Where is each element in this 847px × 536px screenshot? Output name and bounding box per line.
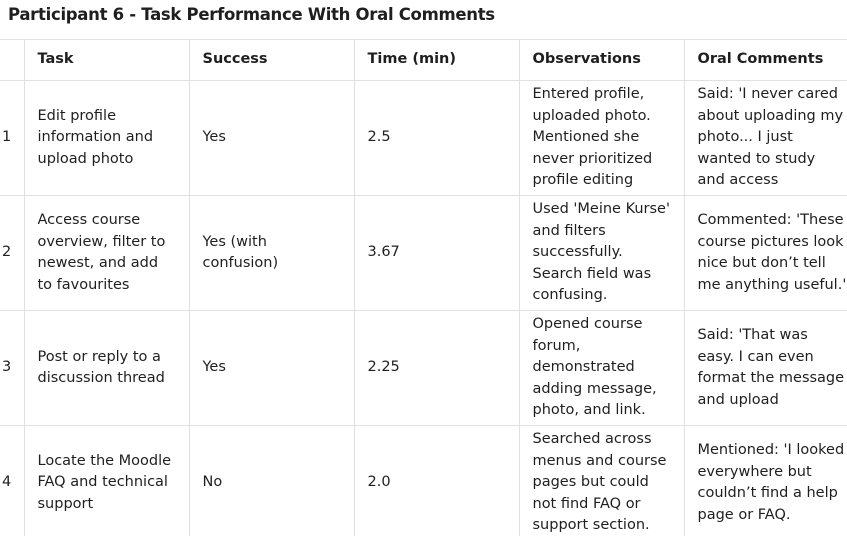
oral-comments-text: Said: 'That was easy. I can even format … [697,327,845,408]
header-index [0,39,25,81]
observations-text: Searched across menus and course pages b… [532,431,667,534]
observations-text: Entered profile, uploaded photo. Mention… [532,86,653,189]
oral-comments-text: Mentioned: 'I looked everywhere but coul… [697,442,845,523]
task-cell: Post or reply to a discussion thread [23,310,190,426]
success-cell: No [188,425,355,536]
header-task: Task [23,39,190,81]
observations-text: Opened course forum, demonstrated adding… [532,316,657,419]
success-cell: Yes [188,310,355,426]
task-text: Edit profile information and upload phot… [37,107,154,167]
oral-comments-text: Commented: 'These course pictures look n… [697,212,847,293]
row-index: 3 [0,310,25,426]
observations-cell: Opened course forum, demonstrated adding… [518,310,685,426]
table-row: 3 Post or reply to a discussion thread Y… [0,310,847,426]
table-row: 4 Locate the Moodle FAQ and technical su… [0,425,847,536]
observations-cell: Used 'Meine Kurse' and filters successfu… [518,195,685,311]
task-text: Locate the Moodle FAQ and technical supp… [37,452,172,512]
observations-cell: Searched across menus and course pages b… [518,425,685,536]
time-cell: 2.25 [353,310,520,426]
task-text: Access course overview, filter to newest… [37,212,166,293]
header-observations: Observations [518,39,685,81]
task-performance-table: Task Success Time (min) Observations Ora… [0,39,847,536]
table-row: 1 Edit profile information and upload ph… [0,80,847,196]
oral-comments-cell: Said: 'That was easy. I can even format … [683,310,847,426]
header-success: Success [188,39,355,81]
time-cell: 2.5 [353,80,520,196]
header-oral-comments: Oral Comments [683,39,847,81]
page-title: Participant 6 - Task Performance With Or… [8,5,495,24]
success-cell: Yes (with confusion) [188,195,355,311]
oral-comments-cell: Mentioned: 'I looked everywhere but coul… [683,425,847,536]
header-time: Time (min) [353,39,520,81]
task-text: Post or reply to a discussion thread [37,348,165,387]
oral-comments-text: Said: 'I never cared about uploading my … [697,86,844,189]
oral-comments-cell: Commented: 'These course pictures look n… [683,195,847,311]
task-cell: Edit profile information and upload phot… [23,80,190,196]
time-cell: 3.67 [353,195,520,311]
task-cell: Locate the Moodle FAQ and technical supp… [23,425,190,536]
table-header-row: Task Success Time (min) Observations Ora… [0,39,847,81]
observations-text: Used 'Meine Kurse' and filters successfu… [532,201,670,304]
table-row: 2 Access course overview, filter to newe… [0,195,847,311]
observations-cell: Entered profile, uploaded photo. Mention… [518,80,685,196]
oral-comments-cell: Said: 'I never cared about uploading my … [683,80,847,196]
row-index: 2 [0,195,25,311]
success-cell: Yes [188,80,355,196]
row-index: 4 [0,425,25,536]
task-cell: Access course overview, filter to newest… [23,195,190,311]
time-cell: 2.0 [353,425,520,536]
row-index: 1 [0,80,25,196]
